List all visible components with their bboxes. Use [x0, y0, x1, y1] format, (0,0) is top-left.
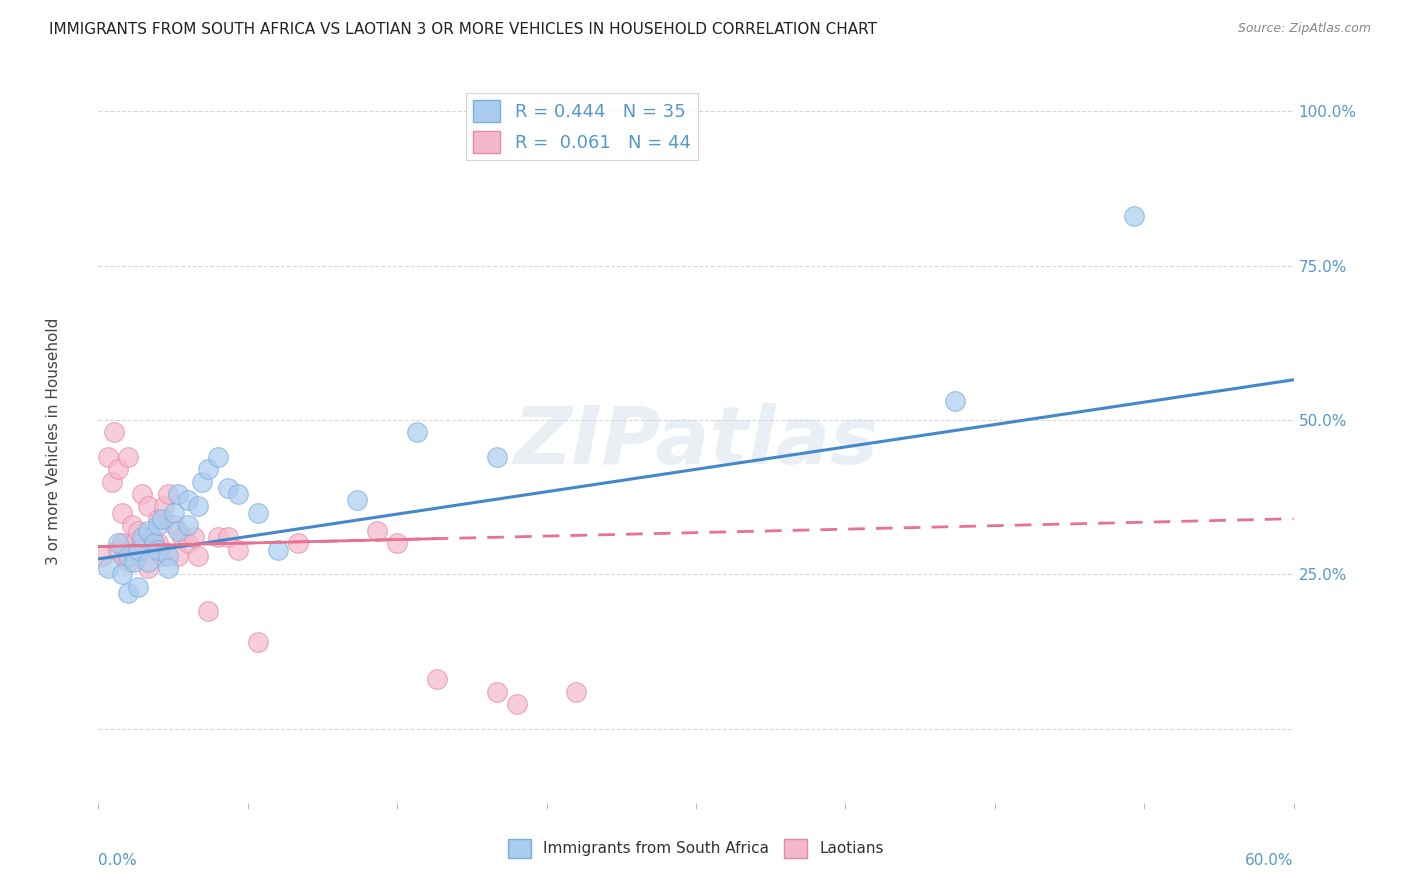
Point: [177, 536, 200, 550]
Point: [148, 517, 170, 532]
Point: [124, 555, 146, 569]
Point: [101, 475, 124, 489]
Point: [246, 635, 269, 649]
Point: [131, 530, 153, 544]
Point: [153, 500, 176, 514]
Point: [112, 549, 135, 563]
Point: [565, 684, 588, 698]
Point: [127, 542, 149, 557]
Point: [167, 487, 190, 501]
Text: 0.0%: 0.0%: [98, 854, 138, 869]
Point: [217, 481, 239, 495]
Point: [226, 487, 249, 501]
Point: [131, 536, 153, 550]
Point: [197, 462, 219, 476]
Point: [124, 536, 146, 550]
Point: [197, 604, 219, 618]
Point: [943, 394, 966, 409]
Point: [107, 536, 129, 550]
Point: [366, 524, 388, 538]
Point: [177, 493, 200, 508]
Point: [111, 536, 134, 550]
Point: [426, 673, 449, 687]
Point: [163, 517, 186, 532]
Point: [167, 524, 190, 538]
Point: [127, 549, 149, 563]
Text: Source: ZipAtlas.com: Source: ZipAtlas.com: [1237, 22, 1371, 36]
Point: [150, 549, 173, 563]
Point: [143, 536, 166, 550]
Point: [136, 500, 159, 514]
Point: [217, 530, 239, 544]
Point: [267, 542, 290, 557]
Point: [157, 561, 180, 575]
Point: [141, 530, 163, 544]
Point: [187, 500, 209, 514]
Point: [127, 580, 149, 594]
Point: [148, 542, 170, 557]
Point: [136, 524, 159, 538]
Point: [485, 450, 508, 464]
Point: [346, 493, 368, 508]
Point: [177, 517, 200, 532]
Legend: Immigrants from South Africa, Laotians: Immigrants from South Africa, Laotians: [502, 833, 890, 863]
Point: [172, 530, 194, 544]
Point: [157, 487, 180, 501]
Point: [107, 462, 129, 476]
Point: [287, 536, 309, 550]
Point: [150, 512, 173, 526]
Point: [157, 549, 180, 563]
Point: [148, 512, 170, 526]
Point: [103, 425, 125, 440]
Text: IMMIGRANTS FROM SOUTH AFRICA VS LAOTIAN 3 OR MORE VEHICLES IN HOUSEHOLD CORRELAT: IMMIGRANTS FROM SOUTH AFRICA VS LAOTIAN …: [49, 22, 877, 37]
Point: [183, 530, 205, 544]
Point: [111, 567, 134, 582]
Point: [187, 549, 209, 563]
Text: ZIPatlas: ZIPatlas: [513, 402, 879, 481]
Text: 60.0%: 60.0%: [1246, 854, 1294, 869]
Point: [207, 530, 229, 544]
Point: [485, 684, 508, 698]
Point: [506, 697, 529, 711]
Point: [163, 506, 186, 520]
Point: [136, 561, 159, 575]
Point: [226, 542, 249, 557]
Point: [117, 555, 139, 569]
Point: [117, 450, 139, 464]
Text: 3 or more Vehicles in Household: 3 or more Vehicles in Household: [45, 318, 60, 566]
Point: [246, 506, 269, 520]
Point: [117, 549, 139, 563]
Point: [167, 549, 190, 563]
Point: [191, 475, 214, 489]
Point: [143, 536, 166, 550]
Point: [406, 425, 429, 440]
Point: [207, 450, 229, 464]
Point: [107, 542, 129, 557]
Point: [97, 561, 120, 575]
Point: [117, 586, 139, 600]
Point: [121, 517, 143, 532]
Point: [148, 536, 170, 550]
Point: [111, 506, 134, 520]
Point: [97, 450, 120, 464]
Point: [127, 524, 149, 538]
Point: [136, 555, 159, 569]
Point: [1123, 209, 1146, 223]
Point: [385, 536, 409, 550]
Point: [91, 549, 114, 563]
Point: [131, 487, 153, 501]
